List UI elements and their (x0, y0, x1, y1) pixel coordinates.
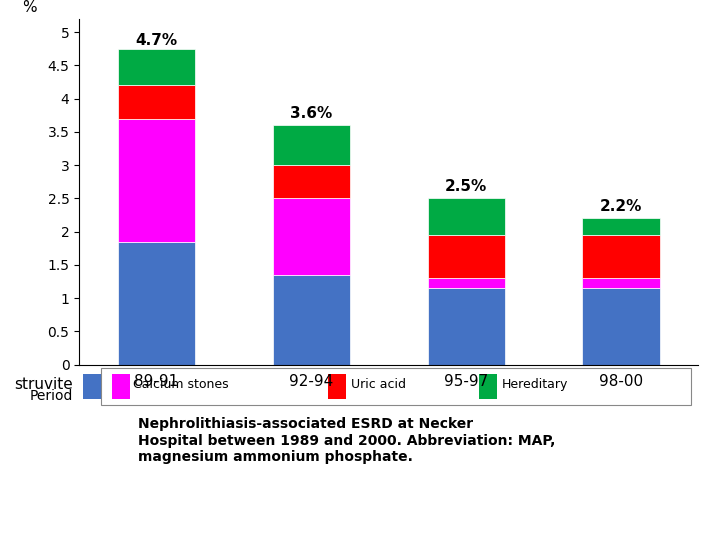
Bar (582, 278, 660, 288)
Bar (273, 125, 350, 165)
Bar (273, 198, 350, 275)
Text: %: % (22, 1, 37, 16)
Bar (118, 241, 195, 364)
Text: 2.5%: 2.5% (445, 179, 487, 194)
Text: bron: American journal of kidney Diseases, nov.2004: bron: American journal of kidney Disease… (18, 510, 422, 525)
FancyBboxPatch shape (112, 374, 130, 399)
Bar (118, 85, 195, 119)
Bar (428, 288, 505, 364)
Bar (428, 198, 505, 235)
FancyBboxPatch shape (83, 374, 104, 399)
Bar (273, 165, 350, 198)
Text: 3.6%: 3.6% (290, 106, 333, 122)
Bar (273, 275, 350, 364)
Bar (428, 235, 505, 278)
Bar (582, 235, 660, 278)
Text: struvite: struvite (14, 377, 73, 392)
Bar (118, 119, 195, 241)
FancyBboxPatch shape (328, 374, 346, 399)
FancyBboxPatch shape (479, 374, 497, 399)
Text: Hereditary: Hereditary (502, 378, 568, 391)
Text: Nephrolithiasis-associated ESRD at Necker
Hospital between 1989 and 2000. Abbrev: Nephrolithiasis-associated ESRD at Necke… (138, 417, 556, 464)
Bar (428, 278, 505, 288)
Text: Period: Period (30, 389, 73, 403)
Text: Uric acid: Uric acid (351, 378, 405, 391)
Bar (582, 218, 660, 235)
FancyBboxPatch shape (101, 368, 691, 404)
Text: 2.2%: 2.2% (600, 199, 642, 214)
Bar (582, 288, 660, 364)
Text: 4.7%: 4.7% (135, 33, 178, 48)
Bar (118, 49, 195, 85)
Text: Calcium stones: Calcium stones (133, 378, 229, 391)
